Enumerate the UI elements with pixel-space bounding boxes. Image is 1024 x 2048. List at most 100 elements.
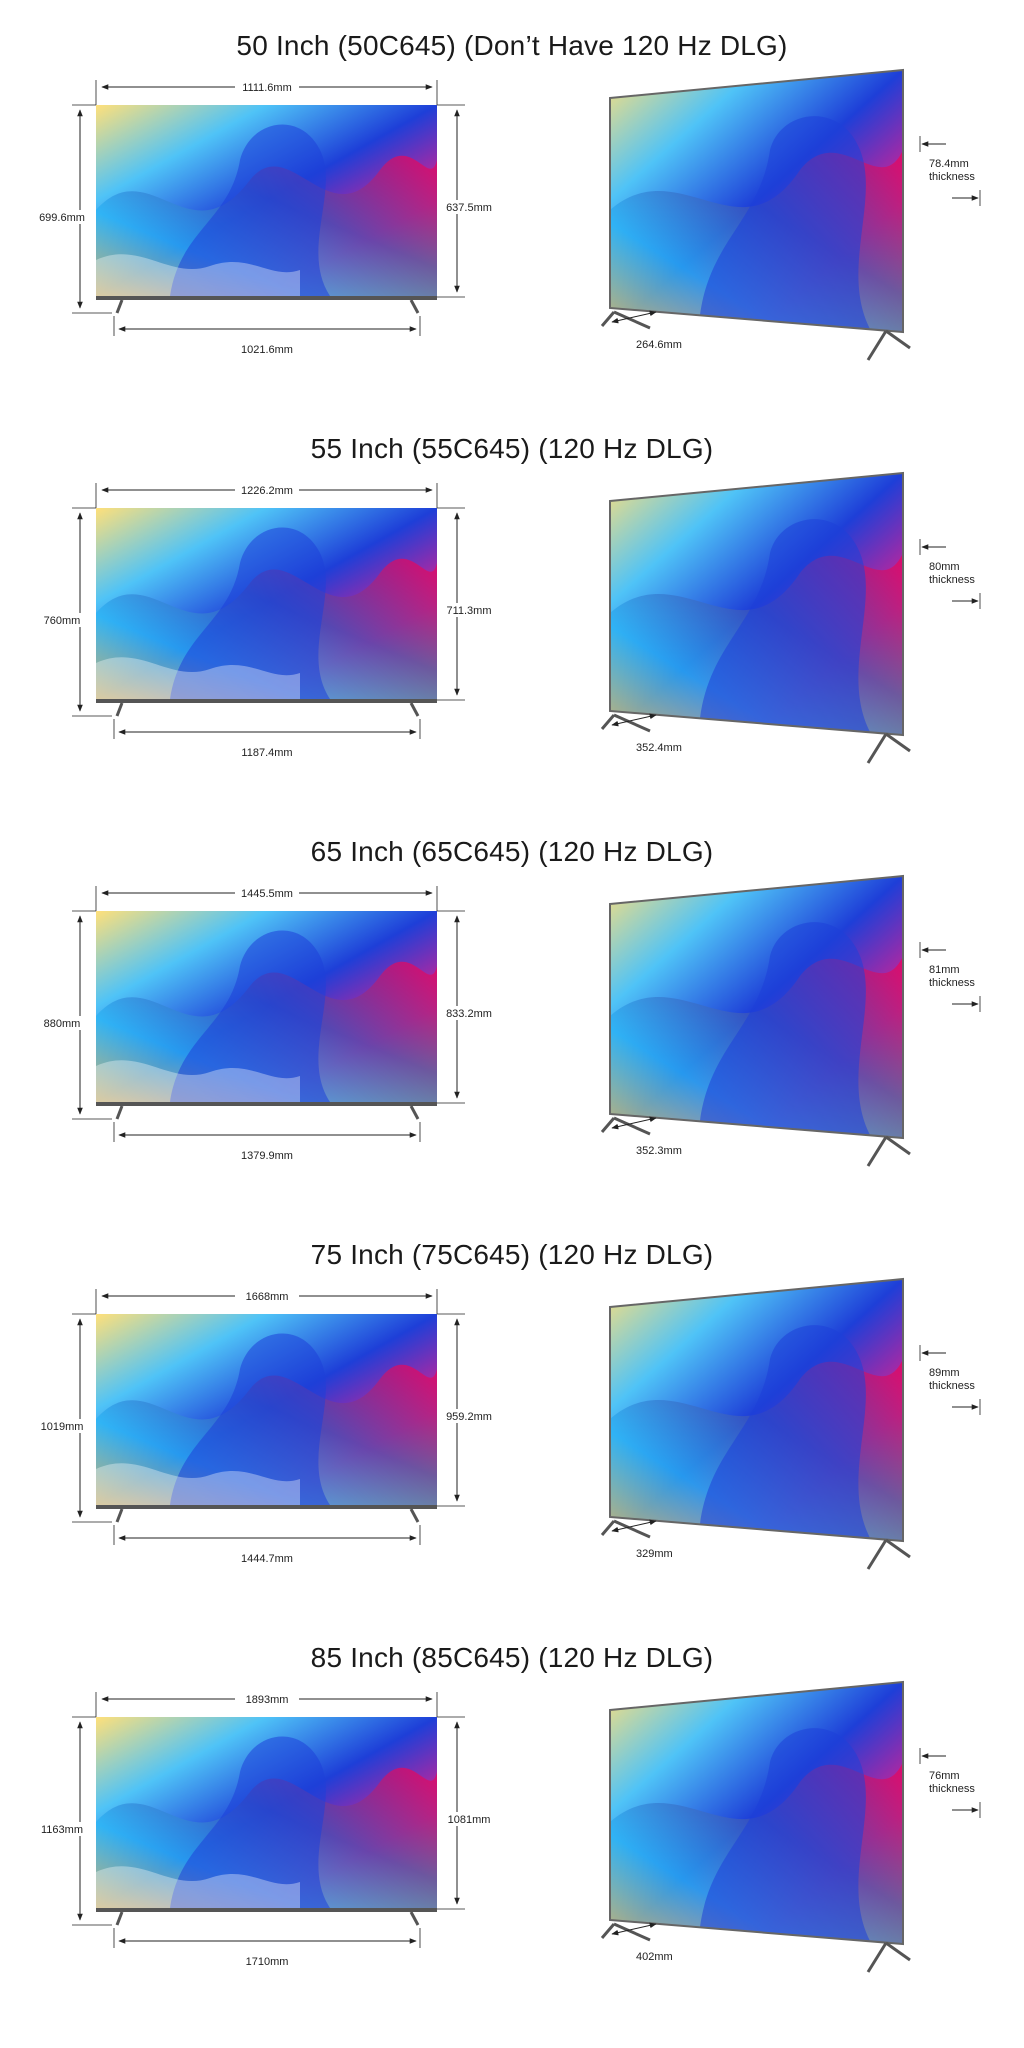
tv-stand-right-angled	[866, 1941, 911, 1973]
tv-artwork-wave	[96, 1866, 300, 1908]
model-title: 50 Inch (50C645) (Don’t Have 120 Hz DLG)	[236, 30, 788, 61]
tv-frame-angled	[609, 1680, 904, 1946]
tv-artwork-swirl-angled	[700, 1728, 870, 1941]
dimension-diagram: 1668mm 1019mm 959.2mm 1444.7mm	[36, 1277, 981, 1570]
thickness-value: 78.4mm	[929, 158, 969, 170]
tv-stand-left-angled	[600, 310, 651, 330]
tv-frame-angled	[609, 68, 904, 334]
tv-artwork-swirl	[170, 527, 330, 699]
stand-depth-arrow	[611, 713, 657, 727]
side-view: 80mm thickness 352.4mm	[600, 471, 981, 764]
panel-label-bg	[443, 1006, 495, 1020]
tv-frame-angled	[609, 1277, 904, 1543]
height-label-bg	[36, 1016, 88, 1030]
height-panel-label: 711.3mm	[446, 605, 491, 617]
dimension-diagram: 1893mm 1163mm 1081mm 1710mm	[36, 1680, 981, 1973]
tv-artwork-swirl-angled	[700, 922, 870, 1135]
tv-artwork-swirl-angled	[700, 519, 870, 732]
height-panel-label: 959.2mm	[446, 1411, 492, 1423]
front-view: 1893mm 1163mm 1081mm 1710mm	[36, 1692, 495, 1968]
height-with-stand-label: 1163mm	[41, 1824, 83, 1836]
tv-artwork-swirl-angled	[700, 1325, 870, 1538]
tv-bezel-bottom	[96, 296, 437, 300]
front-view: 1226.2mm 760mm 711.3mm 1187.4mm	[36, 483, 495, 759]
dimension-diagram: 1445.5mm 880mm 833.2mm 1379.9mm	[36, 874, 981, 1167]
width-label-bg	[235, 886, 299, 900]
tv-stand-right	[409, 1911, 420, 1926]
tv-stand-left-angled	[600, 713, 651, 733]
width-label: 1668mm	[246, 1291, 289, 1303]
stand-span-label: 1710mm	[246, 1956, 289, 1968]
tv-artwork-wave	[96, 1060, 300, 1102]
thickness-value: 80mm	[929, 561, 960, 573]
height-label-bg	[36, 613, 88, 627]
height-with-stand-label: 760mm	[44, 615, 81, 627]
tv-stand-right	[409, 702, 420, 717]
thickness-value: 81mm	[929, 964, 960, 976]
width-label: 1893mm	[246, 1694, 289, 1706]
model-title: 65 Inch (65C645) (120 Hz DLG)	[310, 836, 714, 867]
model-section: 65 Inch (65C645) (120 Hz DLG)	[0, 836, 1024, 1236]
side-view: 78.4mm thickness 264.6mm	[600, 68, 981, 361]
tv-artwork-swirl	[170, 1736, 330, 1908]
tv-stand-left	[115, 1911, 124, 1926]
stand-depth-label: 402mm	[636, 1951, 673, 1963]
height-label-bg	[36, 210, 88, 224]
height-with-stand-label: 880mm	[44, 1018, 81, 1030]
model-title: 75 Inch (75C645) (120 Hz DLG)	[310, 1239, 714, 1270]
tv-bezel-bottom	[96, 1908, 437, 1912]
tv-stand-right-angled	[866, 1538, 911, 1570]
stand-span-label: 1021.6mm	[241, 344, 293, 356]
tv-bezel-bottom	[96, 699, 437, 703]
front-view: 1111.6mm 699.6mm 637.5mm 1021.6mm	[36, 80, 495, 356]
stand-span-label: 1444.7mm	[241, 1553, 293, 1565]
stand-depth-label: 352.4mm	[636, 742, 682, 754]
tv-stand-right	[409, 1105, 420, 1120]
thickness-label: thickness	[929, 574, 975, 586]
tv-stand-left	[115, 702, 124, 717]
width-label-bg	[235, 483, 299, 497]
front-view: 1445.5mm 880mm 833.2mm 1379.9mm	[36, 886, 495, 1162]
panel-label-bg	[443, 603, 495, 617]
stand-depth-label: 329mm	[636, 1548, 673, 1560]
height-panel-label: 833.2mm	[446, 1008, 492, 1020]
thickness-label: thickness	[929, 1783, 975, 1795]
thickness-label: thickness	[929, 171, 975, 183]
panel-label-bg	[443, 1409, 495, 1423]
thickness-label: thickness	[929, 1380, 975, 1392]
width-label: 1111.6mm	[242, 82, 292, 94]
front-view: 1668mm 1019mm 959.2mm 1444.7mm	[36, 1289, 495, 1565]
tv-stand-left	[115, 1508, 124, 1523]
height-label-bg	[36, 1419, 88, 1433]
tv-frame-angled	[609, 874, 904, 1140]
width-label-bg	[235, 80, 299, 94]
model-section: 55 Inch (55C645) (120 Hz DLG)	[0, 433, 1024, 833]
tv-bezel-bottom	[96, 1102, 437, 1106]
stand-depth-label: 352.3mm	[636, 1145, 682, 1157]
tv-stand-left-angled	[600, 1116, 651, 1136]
tv-stand-left	[115, 299, 124, 314]
tv-artwork-wave	[96, 1463, 300, 1505]
stand-depth-arrow	[611, 1922, 657, 1936]
tv-artwork-swirl	[170, 124, 330, 296]
height-with-stand-label: 699.6mm	[39, 212, 85, 224]
panel-label-bg	[443, 200, 495, 214]
stand-depth-arrow	[611, 1519, 657, 1533]
tv-stand-left	[115, 1105, 124, 1120]
tv-stand-left-angled	[600, 1922, 651, 1942]
stand-depth-arrow	[611, 310, 657, 324]
thickness-label: thickness	[929, 977, 975, 989]
tv-stand-right-angled	[866, 329, 911, 361]
tv-bezel-bottom	[96, 1505, 437, 1509]
stand-depth-arrow	[611, 1116, 657, 1130]
model-section: 50 Inch (50C645) (Don’t Have 120 Hz DLG)	[0, 30, 1024, 430]
side-view: 76mm thickness 402mm	[600, 1680, 981, 1973]
tv-artwork-wave	[96, 657, 300, 699]
width-label-bg	[235, 1692, 299, 1706]
stand-span-label: 1187.4mm	[241, 747, 292, 759]
tv-stand-left-angled	[600, 1519, 651, 1539]
model-title: 55 Inch (55C645) (120 Hz DLG)	[310, 433, 714, 464]
width-label: 1445.5mm	[241, 888, 293, 900]
dimension-diagram: 1111.6mm 699.6mm 637.5mm 1021.6mm	[36, 68, 981, 361]
model-section: 85 Inch (85C645) (120 Hz DLG)	[0, 1642, 1024, 2042]
